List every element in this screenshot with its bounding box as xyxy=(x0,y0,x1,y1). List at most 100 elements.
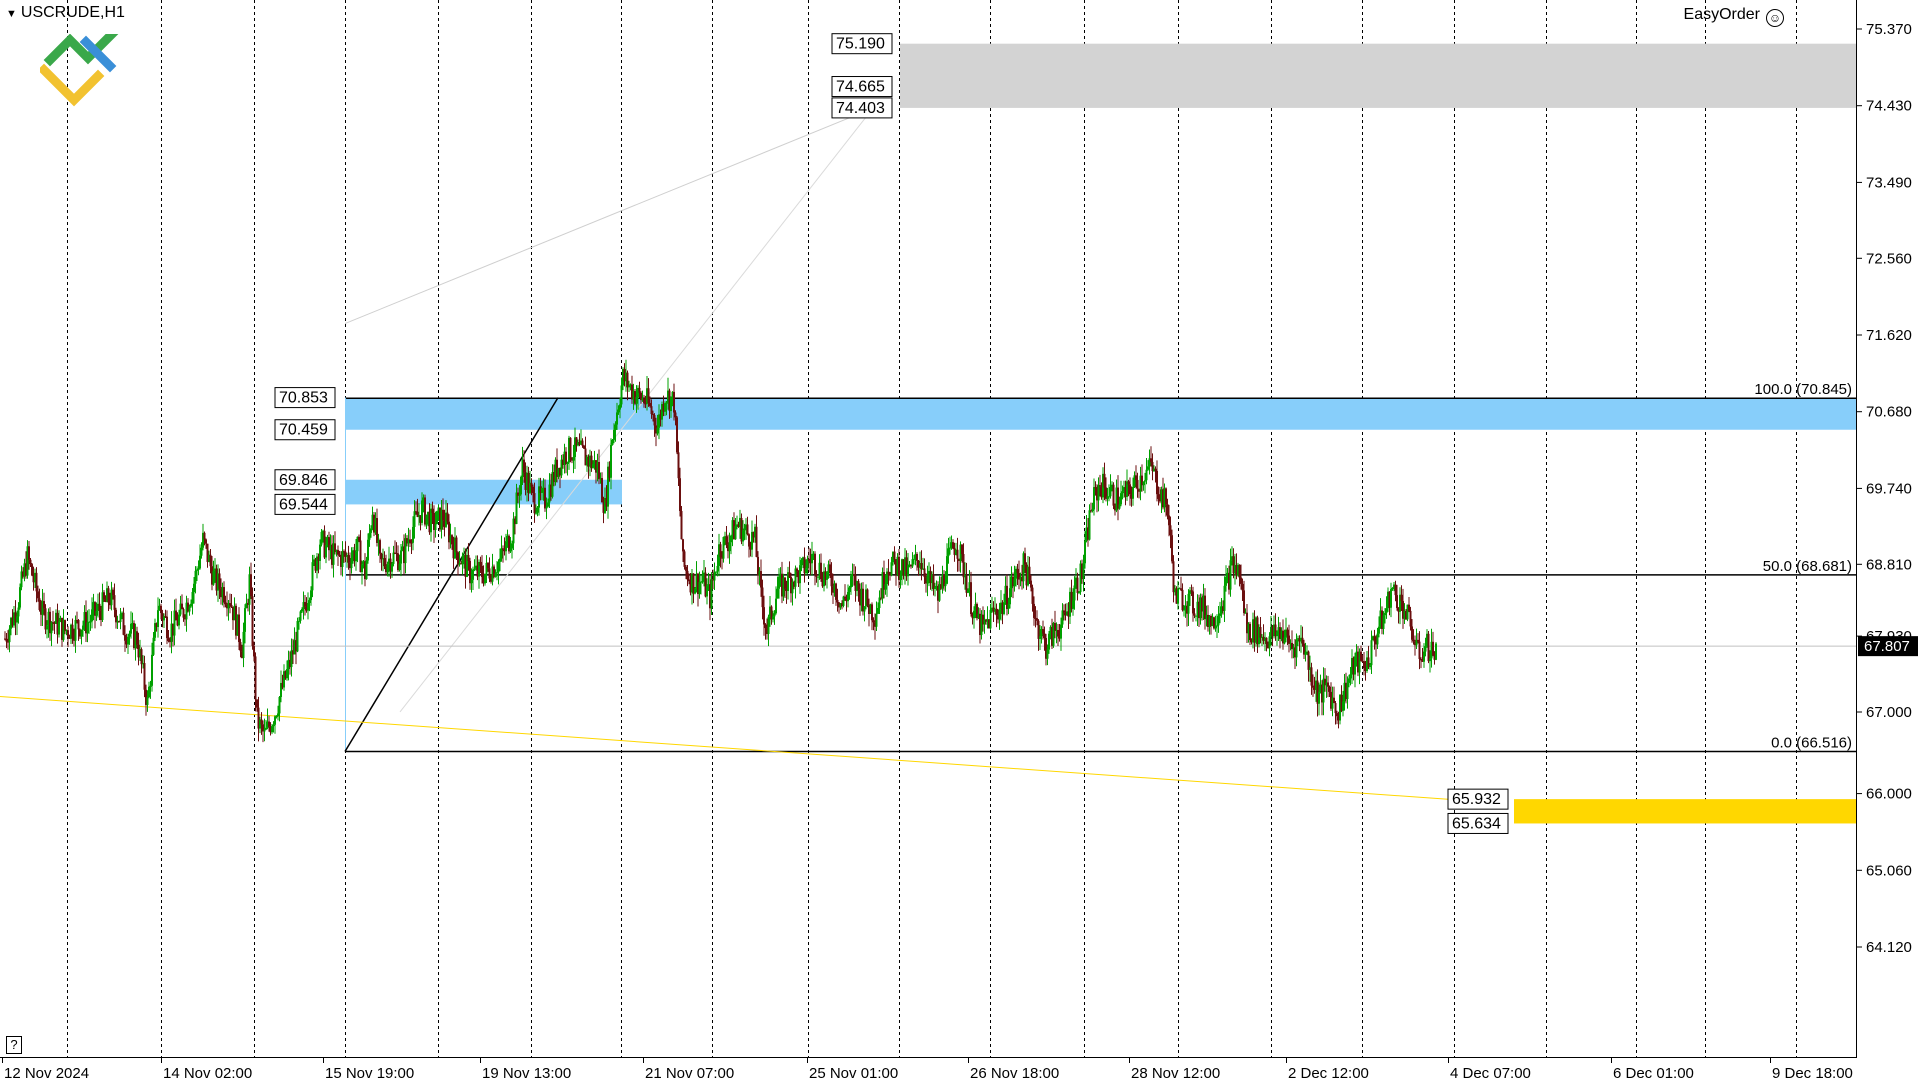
zone-price-label: 69.544 xyxy=(279,496,328,513)
candle-body xyxy=(707,584,710,586)
candle-body xyxy=(1204,595,1206,620)
candle-body xyxy=(1351,658,1353,674)
candle-body xyxy=(1081,563,1083,580)
candle-body xyxy=(772,616,774,620)
candle-body xyxy=(142,663,144,665)
candle-body xyxy=(1099,485,1101,487)
candle-body xyxy=(913,558,915,560)
labels-layer: 100.0 (70.845) 50.0 (68.681) 0.0 (66.516) 7… xyxy=(274,33,1852,834)
candle-body xyxy=(10,617,12,629)
candle-body xyxy=(217,573,219,591)
candle-body xyxy=(1048,633,1050,650)
candle-body xyxy=(1346,682,1349,700)
time-axis[interactable]: 12 Nov 2024 14 Nov 02:00 15 Nov 19:00 19 No… xyxy=(2,1057,1853,1080)
candle-body xyxy=(839,603,842,608)
candle-body xyxy=(161,613,164,621)
dropdown-triangle-icon[interactable]: ▼ xyxy=(6,8,17,20)
candle-body xyxy=(1091,509,1094,512)
candle-body xyxy=(712,579,714,581)
candle-body xyxy=(638,387,641,393)
candle-body xyxy=(619,404,621,410)
candle-body xyxy=(1156,471,1158,495)
candle-body xyxy=(1354,656,1356,675)
candle-body xyxy=(472,569,474,580)
candle-body xyxy=(1292,647,1295,650)
candle-body xyxy=(682,539,684,552)
candle-body xyxy=(746,524,749,535)
candle-body xyxy=(335,549,338,553)
candle-body xyxy=(301,609,303,612)
help-button[interactable]: ? xyxy=(6,1036,22,1054)
price-axis[interactable]: 75.370 74.430 73.490 72.560 71.620 70.680 69.7… xyxy=(1856,21,1918,956)
candle-body xyxy=(1355,651,1358,657)
candle-body xyxy=(1393,584,1395,588)
candle-body xyxy=(230,604,233,607)
fib-level-label: 0.0 (66.516) xyxy=(1771,734,1852,751)
candle-body xyxy=(26,546,29,576)
symbol-title[interactable]: ▼ USCRUDE,H1 xyxy=(6,4,125,22)
candle-body xyxy=(748,534,750,547)
candle-body xyxy=(997,615,999,620)
candle-body xyxy=(272,724,275,727)
candle-body xyxy=(901,559,903,576)
candle-body xyxy=(196,569,198,571)
candle-body xyxy=(536,507,539,513)
candle-body xyxy=(935,585,938,588)
candle-body xyxy=(1003,602,1005,614)
time-tick-label: 19 Nov 13:00 xyxy=(482,1065,571,1080)
candle-body xyxy=(1433,655,1436,660)
candle-body xyxy=(140,649,143,665)
candle-body xyxy=(1225,577,1227,586)
candle-body xyxy=(43,601,45,609)
candle-body xyxy=(325,544,327,558)
candle-body xyxy=(293,640,296,655)
candle-body xyxy=(194,570,197,584)
candle-body xyxy=(1078,592,1080,594)
candle-body xyxy=(245,602,248,609)
candle-body xyxy=(467,555,470,561)
candle-body xyxy=(673,391,675,413)
candle-body xyxy=(1271,626,1274,637)
candle-body xyxy=(1400,594,1403,601)
candle-body xyxy=(302,602,305,610)
candle-body xyxy=(694,588,696,594)
candle-body xyxy=(551,472,554,497)
candle-body xyxy=(539,486,542,493)
candle-body xyxy=(403,546,405,564)
candle-body xyxy=(40,609,42,615)
candle-body xyxy=(1352,658,1355,675)
candle-body xyxy=(929,570,932,584)
candle-body xyxy=(1184,605,1187,610)
smiley-icon[interactable]: ☺ xyxy=(1766,9,1784,27)
candle-body xyxy=(202,532,204,548)
candle-body xyxy=(415,511,417,513)
candle-body xyxy=(715,571,717,573)
candle-body xyxy=(835,583,837,600)
candle-body xyxy=(815,574,818,577)
candle-body xyxy=(548,484,551,503)
candle-body xyxy=(53,622,56,624)
candle-body xyxy=(341,551,344,567)
candle-body xyxy=(791,581,794,594)
candle-body xyxy=(535,512,537,514)
candle-body xyxy=(554,459,557,483)
time-tick-label: 14 Nov 02:00 xyxy=(163,1065,252,1080)
candle-body xyxy=(781,573,783,597)
easy-order-panel[interactable]: EasyOrder ☺ xyxy=(1684,6,1784,27)
candle-body xyxy=(662,404,665,412)
candle-body xyxy=(920,563,923,570)
candle-body xyxy=(934,587,936,589)
candle-body xyxy=(421,500,423,523)
candle-body xyxy=(1126,481,1128,497)
candle-body xyxy=(226,604,228,609)
candle-body xyxy=(986,619,989,622)
candle-body xyxy=(254,656,257,700)
candle-body xyxy=(755,526,758,557)
candle-body xyxy=(925,577,927,584)
candle-body xyxy=(1201,597,1203,612)
candle-body xyxy=(1369,665,1371,668)
candle-body xyxy=(487,562,489,569)
candle-body xyxy=(1213,617,1215,629)
candle-body xyxy=(1435,643,1437,660)
